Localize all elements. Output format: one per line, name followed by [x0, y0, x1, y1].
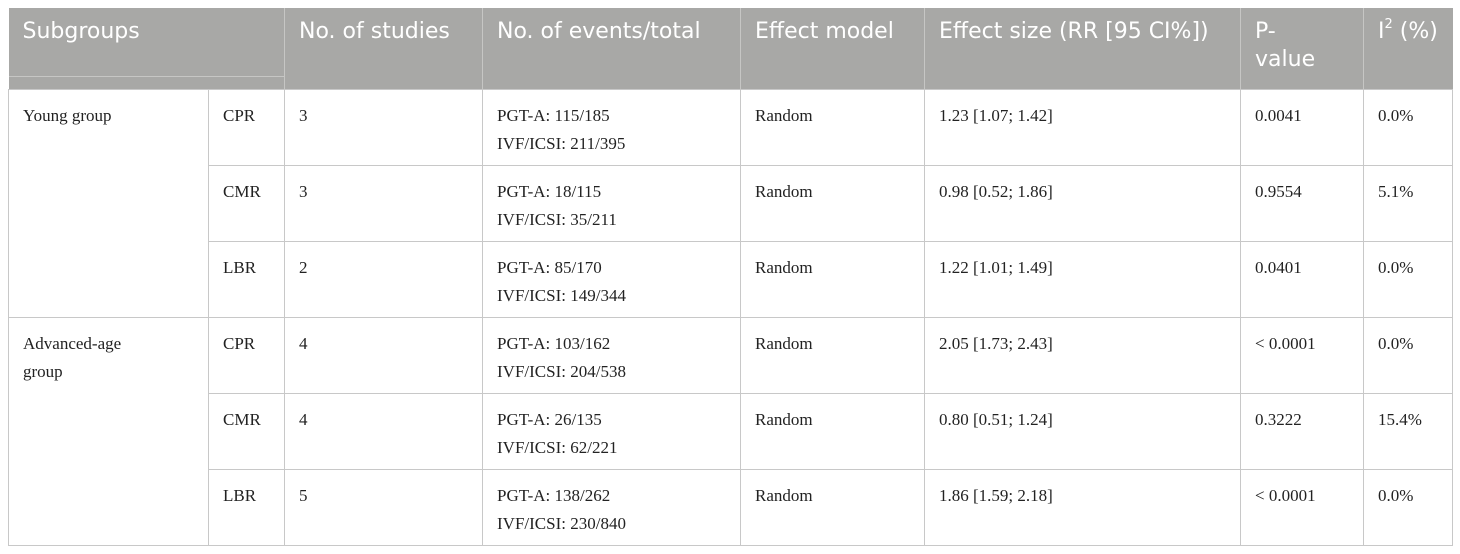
- events-cell: PGT-A: 18/115 IVF/ICSI: 35/211: [482, 165, 742, 242]
- header-effect-size: Effect size (RR [95 CI%]): [924, 8, 1241, 90]
- events-ivf: IVF/ICSI: 62/221: [497, 438, 618, 457]
- header-events: No. of events/total: [482, 8, 741, 90]
- header-effect-model: Effect model: [740, 8, 925, 90]
- events-pgt: PGT-A: 85/170: [497, 258, 602, 277]
- p-value-cell: 0.9554: [1240, 165, 1365, 242]
- events-cell: PGT-A: 85/170 IVF/ICSI: 149/344: [482, 241, 742, 318]
- studies-cell: 2: [284, 241, 484, 318]
- outcome-cell: CPR: [207, 89, 286, 166]
- header-i2-base: I: [1378, 19, 1385, 44]
- p-value-cell: < 0.0001: [1240, 317, 1365, 394]
- i2-cell: 0.0%: [1363, 241, 1454, 318]
- events-pgt: PGT-A: 115/185: [497, 106, 610, 125]
- i2-cell: 0.0%: [1363, 317, 1454, 394]
- p-value-cell: 0.0401: [1240, 241, 1365, 318]
- header-i2-sup: 2: [1384, 17, 1393, 32]
- header-i2: I2 (%): [1363, 8, 1453, 90]
- events-pgt: PGT-A: 103/162: [497, 334, 611, 353]
- table-header: Subgroups No. of studies No. of events/t…: [8, 8, 1453, 90]
- effect-cell: 0.98 [0.52; 1.86]: [924, 165, 1242, 242]
- table-row: CMR 3 PGT-A: 18/115 IVF/ICSI: 35/211 Ran…: [9, 165, 1454, 242]
- studies-cell: 5: [284, 469, 484, 546]
- header-p-value-line1: P-: [1255, 19, 1276, 44]
- events-pgt: PGT-A: 138/262: [497, 486, 611, 505]
- group-label-line1: Advanced-age: [23, 334, 122, 353]
- studies-cell: 4: [284, 393, 484, 470]
- studies-cell: 3: [284, 89, 484, 166]
- events-pgt: PGT-A: 18/115: [497, 182, 602, 201]
- i2-cell: 0.0%: [1363, 89, 1454, 166]
- events-cell: PGT-A: 138/262 IVF/ICSI: 230/840: [482, 469, 742, 546]
- effect-cell: 2.05 [1.73; 2.43]: [924, 317, 1242, 394]
- studies-cell: 4: [284, 317, 484, 394]
- outcome-cell: CPR: [207, 317, 286, 394]
- group-label-line2: group: [23, 362, 63, 381]
- model-cell: Random: [740, 89, 926, 166]
- events-ivf: IVF/ICSI: 204/538: [497, 362, 626, 381]
- header-studies: No. of studies: [284, 8, 483, 90]
- effect-cell: 0.80 [0.51; 1.24]: [924, 393, 1242, 470]
- header-subgroups: Subgroups: [8, 8, 285, 77]
- outcome-cell: CMR: [207, 165, 286, 242]
- i2-cell: 5.1%: [1363, 165, 1454, 242]
- table-row: CMR 4 PGT-A: 26/135 IVF/ICSI: 62/221 Ran…: [9, 393, 1454, 470]
- subgroup-analysis-table: Subgroups No. of studies No. of events/t…: [8, 8, 1454, 546]
- i2-cell: 15.4%: [1363, 393, 1454, 470]
- outcome-cell: LBR: [207, 241, 286, 318]
- studies-cell: 3: [284, 165, 484, 242]
- model-cell: Random: [740, 393, 926, 470]
- effect-cell: 1.86 [1.59; 2.18]: [924, 469, 1242, 546]
- table-row: Advanced-age group CPR 4 PGT-A: 103/162 …: [8, 317, 1454, 546]
- events-ivf: IVF/ICSI: 35/211: [497, 210, 617, 229]
- model-cell: Random: [740, 165, 926, 242]
- events-ivf: IVF/ICSI: 149/344: [497, 286, 626, 305]
- events-cell: PGT-A: 115/185 IVF/ICSI: 211/395: [482, 89, 742, 166]
- p-value-cell: 0.3222: [1240, 393, 1365, 470]
- header-i2-rest: (%): [1392, 19, 1438, 44]
- table-row: LBR 2 PGT-A: 85/170 IVF/ICSI: 149/344 Ra…: [9, 241, 1454, 318]
- header-p-value: P- value: [1240, 8, 1364, 90]
- events-ivf: IVF/ICSI: 230/840: [497, 514, 626, 533]
- header-spacer: [8, 76, 285, 90]
- events-ivf: IVF/ICSI: 211/395: [497, 134, 626, 153]
- model-cell: Random: [740, 317, 926, 394]
- outcome-cell: LBR: [207, 469, 286, 546]
- outcome-cell: CMR: [207, 393, 286, 470]
- p-value-cell: < 0.0001: [1240, 469, 1365, 546]
- effect-cell: 1.22 [1.01; 1.49]: [924, 241, 1242, 318]
- p-value-cell: 0.0041: [1240, 89, 1365, 166]
- group-label-advanced-age: Advanced-age group: [8, 317, 209, 546]
- i2-cell: 0.0%: [1363, 469, 1454, 546]
- table-row: LBR 5 PGT-A: 138/262 IVF/ICSI: 230/840 R…: [9, 469, 1454, 546]
- model-cell: Random: [740, 469, 926, 546]
- effect-cell: 1.23 [1.07; 1.42]: [924, 89, 1242, 166]
- model-cell: Random: [740, 241, 926, 318]
- events-cell: PGT-A: 26/135 IVF/ICSI: 62/221: [482, 393, 742, 470]
- header-p-value-line2: value: [1255, 47, 1316, 72]
- table-body: Young group CPR 3 PGT-A: 115/185 IVF/ICS…: [8, 89, 1454, 546]
- events-cell: PGT-A: 103/162 IVF/ICSI: 204/538: [482, 317, 742, 394]
- table-row: Young group CPR 3 PGT-A: 115/185 IVF/ICS…: [8, 89, 1454, 318]
- events-pgt: PGT-A: 26/135: [497, 410, 602, 429]
- group-label-young: Young group: [8, 89, 209, 318]
